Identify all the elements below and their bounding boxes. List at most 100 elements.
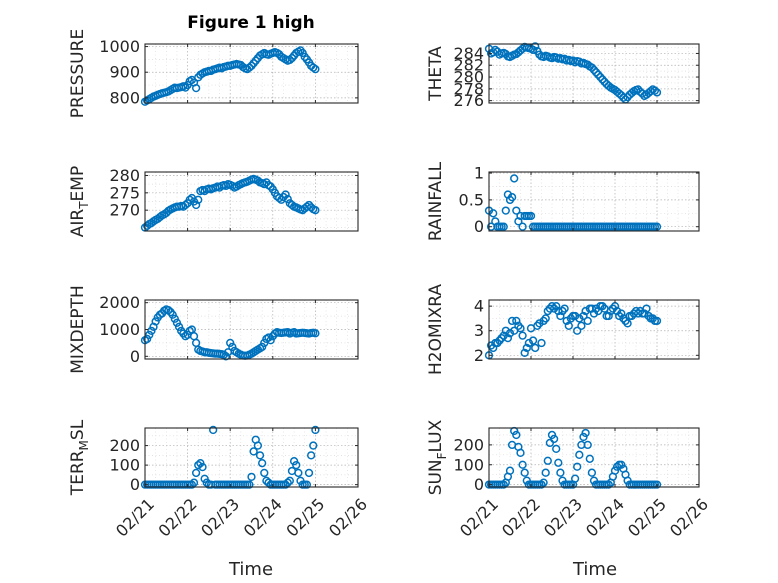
data-point [194, 195, 203, 204]
y-axis-label: SUNFLUX [426, 419, 449, 495]
data-point [549, 434, 559, 444]
data-point [279, 192, 288, 202]
y-tick-label: 1000 [99, 37, 140, 56]
y-tick-label: 200 [453, 435, 484, 454]
y-tick-label: 284 [453, 44, 484, 63]
y-tick-label: 2000 [99, 293, 140, 312]
data-point [253, 176, 263, 185]
data-point [505, 466, 515, 475]
data-point [512, 430, 521, 440]
data-point [191, 468, 201, 478]
axes-box [488, 299, 700, 360]
data-point [170, 314, 179, 323]
subplot-h2omixra: 2 3 4 H2OMIXRA [426, 284, 700, 375]
data-point [142, 334, 152, 344]
data-point [294, 468, 303, 478]
data-point [615, 89, 624, 98]
data-point [552, 301, 561, 311]
x-tick-label: 02/23 [197, 495, 243, 541]
y-tick-label: 200 [109, 436, 140, 455]
data-point [577, 321, 586, 330]
data-point [151, 317, 160, 326]
data-point [281, 190, 290, 199]
data-point [598, 75, 607, 84]
y-axis-label-part: TERR [68, 450, 88, 496]
y-tick-label: 800 [109, 88, 140, 107]
data-point [501, 206, 510, 215]
data-point [255, 451, 265, 460]
y-axis-label-part: SUN [426, 459, 446, 495]
data-point [594, 70, 603, 79]
data-point [623, 319, 632, 328]
data-point [191, 83, 201, 93]
y-axis-label-part: SL [68, 419, 88, 440]
y-axis-label: TERRMSL [68, 419, 91, 496]
data-point [147, 326, 156, 335]
data-point [600, 77, 609, 86]
y-axis-label-subscript: F [435, 452, 449, 459]
data-point [292, 460, 301, 470]
data-point [302, 480, 312, 489]
data-point [617, 460, 626, 469]
axes-box [488, 171, 700, 232]
y-axis-label-part: LUX [426, 419, 446, 452]
x-tick-label: 02/21 [112, 495, 158, 541]
data-point [285, 476, 294, 485]
data-point [249, 447, 258, 456]
data-point [575, 450, 584, 459]
y-tick-label: 270 [109, 201, 140, 220]
data-point [499, 480, 508, 489]
data-point [518, 222, 527, 231]
y-tick-label: 0 [474, 217, 484, 236]
y-tick-label: 100 [109, 456, 140, 475]
data-point [194, 460, 203, 470]
data-point [512, 316, 521, 326]
y-tick-label: 0 [474, 475, 484, 494]
y-axis-label-subscript: M [77, 440, 91, 450]
data-point [610, 466, 620, 475]
data-point [575, 314, 584, 323]
x-tick-label: 02/26 [666, 495, 712, 541]
y-axis-label: PRESSURE [68, 29, 88, 118]
data-point [306, 451, 316, 460]
data-point [275, 193, 284, 203]
data-point [518, 331, 527, 340]
y-axis-label: MIXDEPTH [68, 285, 88, 374]
data-point [164, 306, 173, 315]
data-point [531, 343, 540, 353]
y-axis-label: AIRTEMP [68, 166, 91, 237]
data-point [623, 92, 632, 102]
data-point [311, 425, 320, 435]
y-tick-label: 282 [453, 56, 484, 75]
y-tick-label: 4 [474, 297, 484, 316]
data-point [640, 309, 649, 318]
data-point [187, 480, 197, 489]
data-point [304, 468, 314, 478]
y-tick-label: 1000 [99, 320, 140, 339]
x-tick-label: 02/22 [155, 495, 201, 541]
data-point [522, 343, 531, 353]
y-axis-label-part: AIR [68, 209, 88, 238]
data-point [226, 338, 235, 348]
data-point [581, 428, 590, 438]
data-point [287, 200, 297, 210]
x-tick-label: 02/25 [624, 495, 670, 541]
y-tick-label: 100 [453, 455, 484, 474]
data-point [174, 322, 184, 331]
data-point [562, 316, 571, 326]
data-point [570, 311, 580, 321]
data-point [309, 441, 318, 450]
subplot-pressure: 800 900 1000 PRESSURE [68, 29, 359, 118]
data-point [652, 316, 662, 326]
data-point [587, 63, 597, 72]
y-tick-label: 276 [453, 91, 484, 110]
data-point [172, 318, 182, 327]
data-point [219, 350, 228, 359]
data-point [526, 211, 536, 221]
data-point [585, 454, 594, 463]
data-point [642, 304, 651, 313]
data-point [518, 460, 527, 469]
